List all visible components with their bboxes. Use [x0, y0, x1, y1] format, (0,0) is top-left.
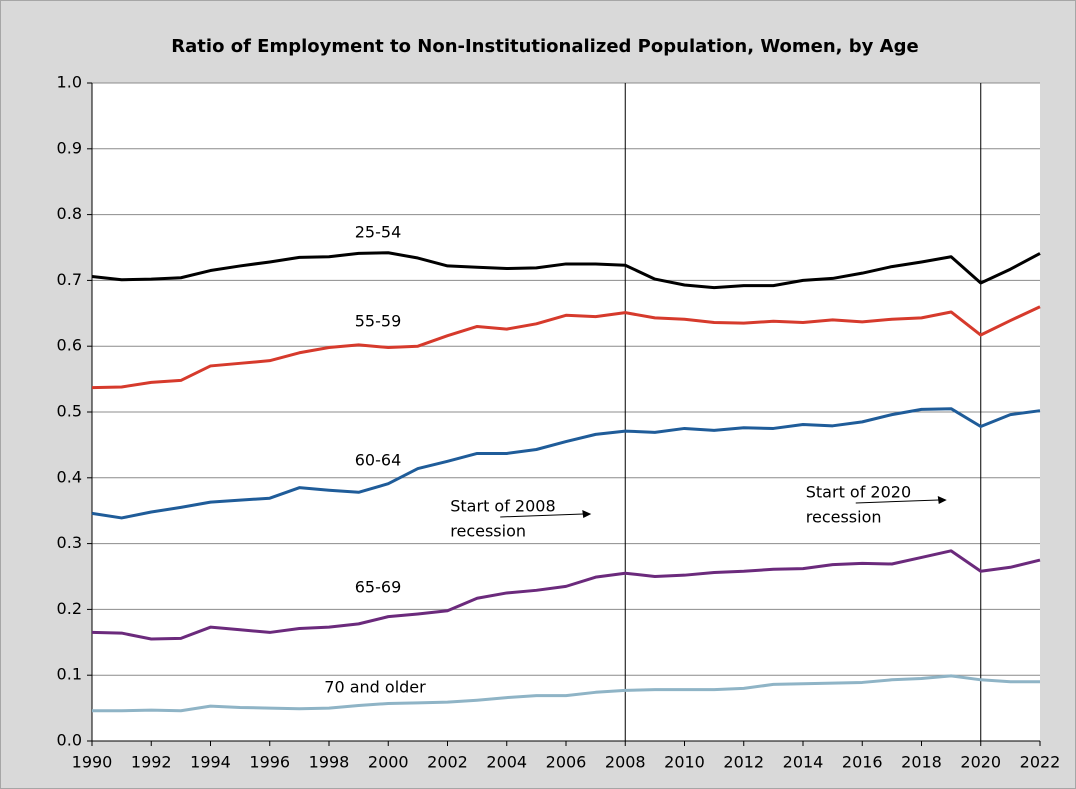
- series-line: [91, 549, 1041, 641]
- x-tick-label: 2006: [546, 753, 587, 772]
- series-label: 70 and older: [324, 678, 426, 697]
- y-tick-label: 0.4: [57, 467, 82, 486]
- series-line: [91, 251, 1041, 290]
- series-label: 55-59: [355, 312, 402, 331]
- annotation-arrow: [855, 499, 939, 504]
- x-tick-label: 1994: [190, 753, 231, 772]
- annotation-text: recession: [806, 508, 882, 527]
- series-line: [91, 305, 1041, 390]
- arrow-head: [937, 496, 947, 504]
- x-tick-label: 1990: [72, 753, 113, 772]
- x-tick-label: 2014: [783, 753, 824, 772]
- y-tick-label: 0.6: [57, 336, 82, 355]
- y-tick-label: 0.9: [57, 138, 82, 157]
- y-tick-label: 0.7: [57, 270, 82, 289]
- series-line: [91, 407, 1041, 520]
- x-tick-label: 2018: [901, 753, 942, 772]
- series-label: 25-54: [355, 223, 402, 242]
- x-tick-label: 1996: [249, 753, 290, 772]
- x-tick-label: 2000: [368, 753, 409, 772]
- series-line: [92, 674, 1040, 713]
- series-label: 60-64: [355, 451, 402, 470]
- series-label: 65-69: [355, 578, 402, 597]
- y-tick-label: 0.2: [57, 599, 82, 618]
- annotation-text: Start of 2008: [450, 497, 555, 516]
- x-tick-label: 2004: [486, 753, 527, 772]
- y-tick-label: 1.0: [57, 73, 82, 92]
- annotation-text: recession: [450, 522, 526, 541]
- annotation-text: Start of 2020: [806, 483, 911, 502]
- y-tick-label: 0.8: [57, 204, 82, 223]
- y-tick-label: 0.0: [57, 731, 82, 750]
- x-tick-label: 1992: [131, 753, 172, 772]
- x-tick-label: 2020: [960, 753, 1001, 772]
- x-tick-label: 2008: [605, 753, 646, 772]
- y-tick-label: 0.3: [57, 533, 82, 552]
- x-tick-label: 1998: [309, 753, 350, 772]
- x-tick-label: 2010: [664, 753, 705, 772]
- chart-title: Ratio of Employment to Non-Institutional…: [171, 36, 918, 57]
- x-tick-label: 2012: [723, 753, 764, 772]
- y-tick-label: 0.5: [57, 402, 82, 421]
- annotation-arrow: [500, 513, 584, 518]
- x-tick-label: 2002: [427, 753, 468, 772]
- x-tick-label: 2022: [1020, 753, 1061, 772]
- arrow-head: [582, 510, 592, 518]
- x-tick-label: 2016: [842, 753, 883, 772]
- y-tick-label: 0.1: [57, 665, 82, 684]
